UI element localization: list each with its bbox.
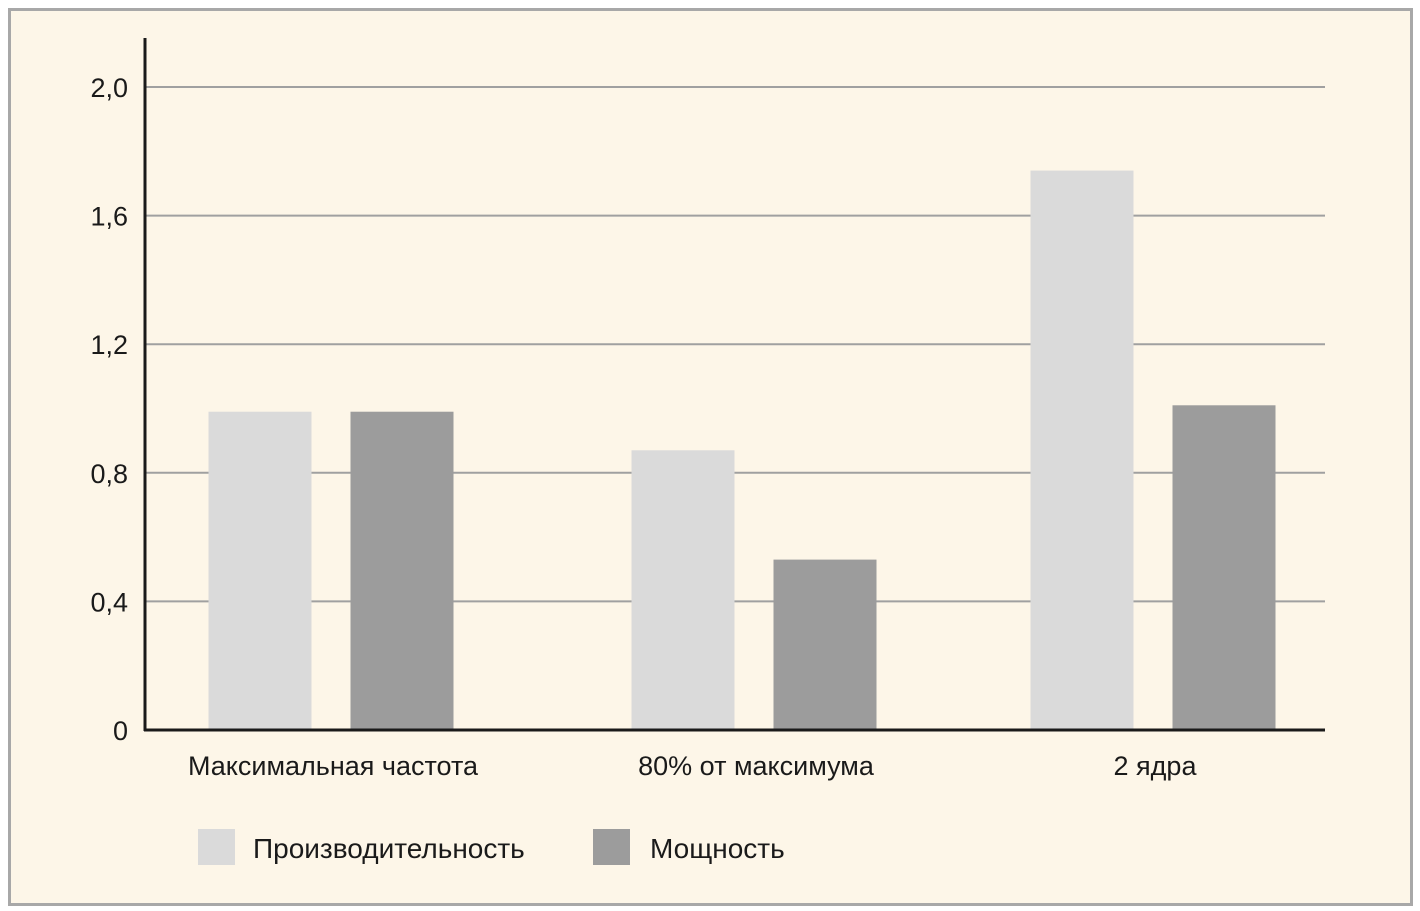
legend-label-performance: Производительность — [253, 833, 525, 864]
category-label: Максимальная частота — [188, 751, 479, 781]
y-tick-label: 0,8 — [90, 459, 128, 489]
bar-performance-2 — [1030, 170, 1134, 731]
y-tick-labels: 0 0,4 0,8 1,2 1,6 2,0 — [90, 73, 128, 746]
bar-performance-1 — [631, 450, 735, 730]
legend-label-power: Мощность — [650, 833, 785, 864]
gridlines — [145, 86, 1325, 603]
bar-power-1 — [773, 559, 877, 730]
bar-power-2 — [1172, 405, 1276, 730]
y-tick-label: 0,4 — [90, 587, 128, 617]
legend: Производительность Мощность — [198, 829, 785, 865]
y-tick-label: 1,2 — [90, 330, 128, 360]
bar-power-0 — [350, 411, 454, 730]
legend-swatch-performance — [198, 829, 235, 865]
axes — [143, 38, 1325, 732]
legend-swatch-power — [593, 829, 630, 865]
category-label: 80% от максимума — [638, 751, 875, 781]
bar-performance-0 — [208, 411, 312, 730]
bars — [208, 170, 1276, 731]
y-tick-label: 1,6 — [90, 202, 128, 232]
y-tick-label: 2,0 — [90, 73, 128, 103]
category-labels: Максимальная частота 80% от максимума 2 яд… — [188, 751, 1197, 781]
category-label: 2 ядра — [1114, 751, 1198, 781]
y-tick-label: 0 — [113, 716, 128, 746]
